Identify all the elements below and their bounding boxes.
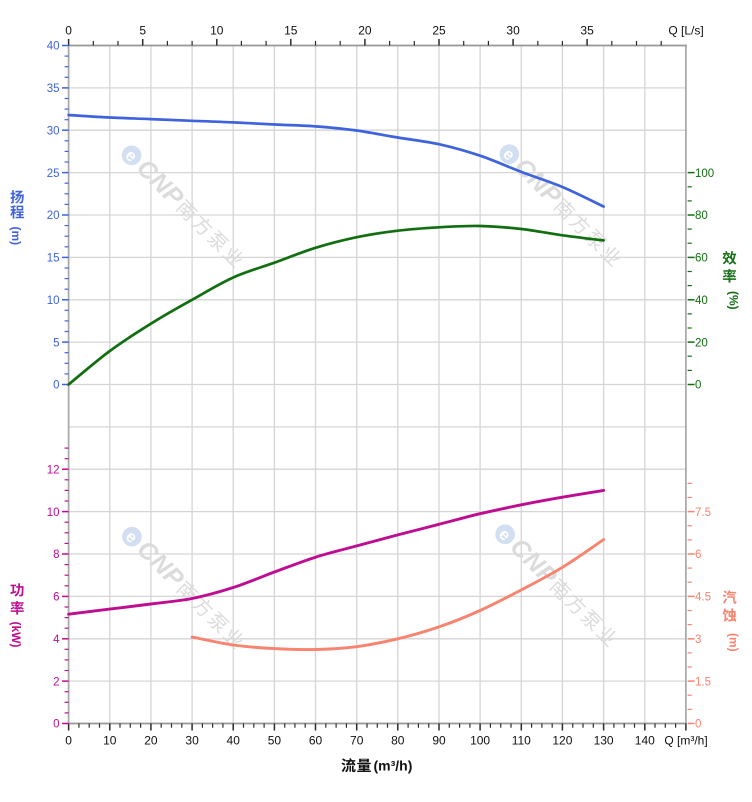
- svg-text:10: 10: [103, 734, 117, 748]
- svg-text:0: 0: [695, 380, 701, 392]
- svg-text:15: 15: [284, 24, 298, 38]
- svg-text:140: 140: [635, 734, 655, 748]
- svg-text:0: 0: [65, 24, 72, 38]
- svg-text:5: 5: [53, 337, 59, 349]
- svg-text:120: 120: [552, 734, 572, 748]
- svg-text:6: 6: [695, 549, 701, 561]
- svg-text:7.5: 7.5: [695, 507, 711, 519]
- svg-text:110: 110: [512, 734, 531, 748]
- svg-text:70: 70: [350, 734, 364, 748]
- svg-text:90: 90: [432, 734, 446, 748]
- svg-text:100: 100: [695, 168, 714, 180]
- svg-text:10: 10: [47, 295, 60, 307]
- svg-text:2: 2: [53, 676, 59, 688]
- svg-text:Q [L/s]: Q [L/s]: [668, 24, 703, 38]
- svg-text:20: 20: [144, 734, 158, 748]
- svg-text:3: 3: [695, 634, 701, 646]
- svg-text:(kW): (kW): [9, 622, 23, 648]
- svg-text:40: 40: [695, 295, 708, 307]
- svg-text:60: 60: [695, 253, 708, 265]
- svg-text:0: 0: [695, 719, 701, 731]
- svg-text:30: 30: [185, 734, 199, 748]
- svg-text:80: 80: [695, 210, 708, 222]
- svg-text:60: 60: [309, 734, 323, 748]
- svg-text:4.5: 4.5: [695, 592, 711, 604]
- svg-text:25: 25: [432, 24, 446, 38]
- svg-text:(m): (m): [727, 633, 741, 652]
- svg-text:(m): (m): [9, 227, 23, 246]
- svg-text:5: 5: [139, 24, 146, 38]
- svg-text:4: 4: [53, 634, 60, 646]
- svg-text:0: 0: [53, 380, 59, 392]
- svg-text:(%): (%): [727, 291, 741, 310]
- svg-text:35: 35: [580, 24, 594, 38]
- svg-text:10: 10: [47, 507, 60, 519]
- svg-text:15: 15: [47, 253, 60, 265]
- svg-text:130: 130: [594, 734, 614, 748]
- svg-text:0: 0: [53, 719, 59, 731]
- svg-text:1.5: 1.5: [695, 676, 711, 688]
- svg-text:35: 35: [47, 83, 60, 95]
- svg-text:10: 10: [210, 24, 224, 38]
- svg-text:25: 25: [47, 168, 60, 180]
- svg-text:80: 80: [391, 734, 405, 748]
- svg-text:Q [m³/h]: Q [m³/h]: [664, 734, 707, 748]
- svg-text:8: 8: [53, 549, 59, 561]
- svg-text:6: 6: [53, 592, 59, 604]
- svg-text:100: 100: [470, 734, 490, 748]
- svg-text:40: 40: [47, 41, 60, 53]
- svg-text:30: 30: [506, 24, 520, 38]
- svg-text:(m³/h): (m³/h): [374, 758, 413, 774]
- svg-text:50: 50: [268, 734, 282, 748]
- svg-text:12: 12: [47, 464, 60, 476]
- svg-text:30: 30: [47, 125, 60, 137]
- svg-text:20: 20: [358, 24, 372, 38]
- svg-text:40: 40: [227, 734, 241, 748]
- svg-text:20: 20: [695, 337, 708, 349]
- svg-text:20: 20: [47, 210, 60, 222]
- svg-text:0: 0: [65, 734, 72, 748]
